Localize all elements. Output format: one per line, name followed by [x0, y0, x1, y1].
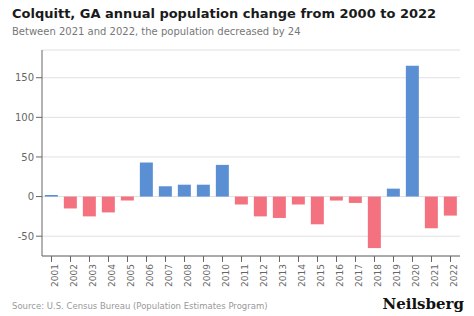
svg-text:2006: 2006: [145, 264, 155, 287]
svg-text:2010: 2010: [221, 264, 231, 287]
svg-text:2001: 2001: [50, 264, 60, 287]
html-text:Between 2021 and 2022, the pop: Between 2021 and 2022, the population de…: [12, 26, 301, 37]
svg-text:2008: 2008: [183, 264, 193, 287]
svg-text:2019: 2019: [392, 264, 402, 287]
svg-text:100: 100: [15, 112, 34, 123]
svg-text:50: 50: [21, 152, 34, 163]
svg-text:2022: 2022: [449, 264, 459, 287]
svg-text:2016: 2016: [335, 264, 345, 287]
svg-text:2014: 2014: [297, 264, 307, 287]
html-text:Source: U.S. Census Bureau (Po: Source: U.S. Census Bureau (Population E…: [12, 301, 268, 311]
svg-text:0: 0: [28, 191, 34, 202]
svg-text:2013: 2013: [278, 264, 288, 287]
svg-text:2018: 2018: [373, 264, 383, 287]
svg-text:2012: 2012: [259, 264, 269, 287]
svg-text:2003: 2003: [88, 264, 98, 287]
svg-text:-50: -50: [18, 231, 34, 242]
svg-text:2007: 2007: [164, 264, 174, 287]
svg-text:2009: 2009: [202, 264, 212, 287]
svg-text:2005: 2005: [126, 264, 136, 287]
svg-text:2011: 2011: [240, 264, 250, 287]
svg-text:2017: 2017: [354, 264, 364, 287]
html-text:Neilsberg: Neilsberg: [382, 295, 464, 313]
svg-text:2020: 2020: [411, 264, 421, 287]
svg-text:150: 150: [15, 72, 34, 83]
html-text:Colquitt, GA annual population: Colquitt, GA annual population change fr…: [12, 6, 437, 21]
svg-text:2002: 2002: [69, 264, 79, 287]
svg-text:2021: 2021: [430, 264, 440, 287]
svg-text:2015: 2015: [316, 264, 326, 287]
svg-text:2004: 2004: [107, 264, 117, 287]
